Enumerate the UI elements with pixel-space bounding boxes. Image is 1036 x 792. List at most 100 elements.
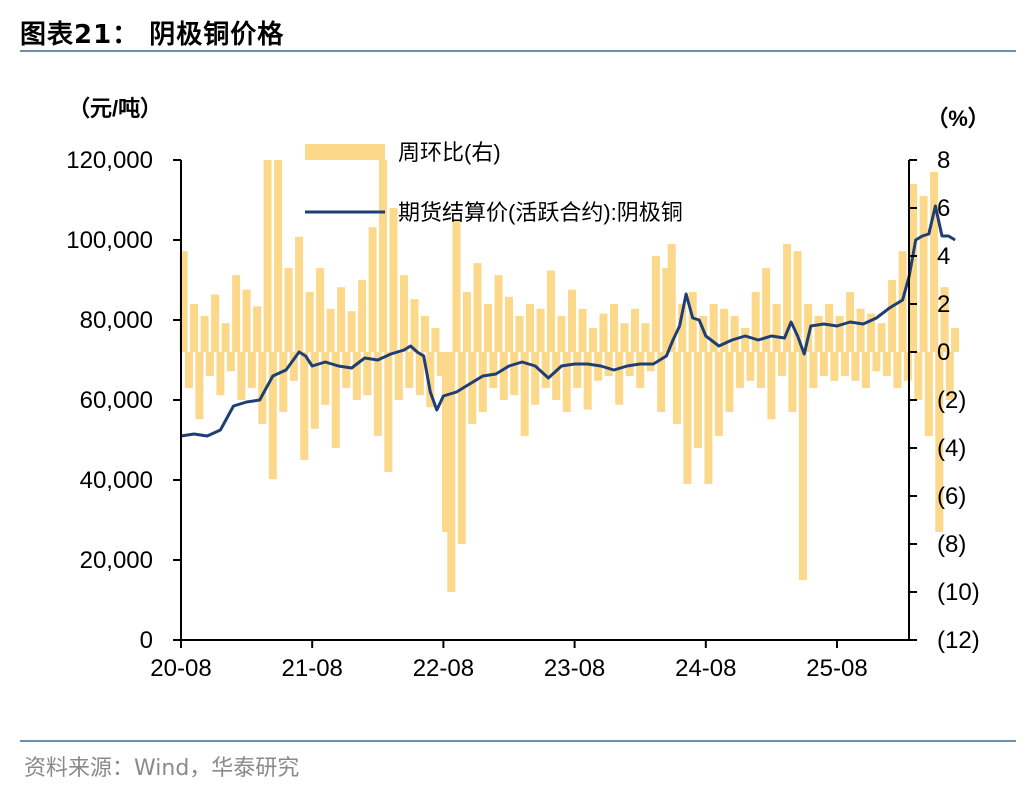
weekly-change-bar xyxy=(940,287,949,352)
left-axis-unit: （元/吨） xyxy=(68,96,162,121)
weekly-change-bar xyxy=(772,304,781,352)
top-divider xyxy=(20,50,1016,52)
weekly-change-bar xyxy=(205,352,214,376)
left-tick-label: 80,000 xyxy=(80,307,153,334)
weekly-change-bar xyxy=(935,352,944,532)
weekly-change-bar xyxy=(195,352,204,420)
weekly-change-bar xyxy=(903,352,912,381)
left-tick-label: 60,000 xyxy=(80,387,153,414)
weekly-change-bar xyxy=(562,352,571,412)
weekly-change-bar xyxy=(809,352,818,388)
weekly-change-bar xyxy=(268,352,277,480)
weekly-change-bar xyxy=(930,172,939,352)
weekly-change-bar xyxy=(578,308,587,352)
x-tick-label: 25-08 xyxy=(806,655,867,682)
weekly-change-bar xyxy=(725,352,734,412)
right-tick-label: (6) xyxy=(937,483,966,510)
weekly-change-bar xyxy=(625,352,634,376)
right-tick-label: 0 xyxy=(937,339,950,366)
weekly-change-bar xyxy=(615,352,624,405)
right-tick-label: 2 xyxy=(937,291,950,318)
weekly-change-bar xyxy=(310,352,319,429)
weekly-change-bar xyxy=(358,280,367,352)
weekly-change-bar xyxy=(893,352,902,388)
right-tick-label: 8 xyxy=(937,147,950,174)
weekly-change-bar xyxy=(484,304,492,352)
weekly-change-bar xyxy=(337,287,346,352)
weekly-change-bar xyxy=(631,308,639,352)
weekly-change-bar xyxy=(777,352,786,376)
right-tick-label: 6 xyxy=(937,195,950,222)
weekly-change-bar xyxy=(720,308,729,352)
price-line xyxy=(180,204,956,438)
weekly-change-bar xyxy=(610,304,618,352)
weekly-change-bar xyxy=(819,352,828,376)
weekly-change-bar xyxy=(510,352,519,396)
copper-price-chart: 0 20,000 40,000 60,000 80,000 100,000 120,000 (… xyxy=(66,96,990,682)
weekly-change-bar xyxy=(882,352,891,376)
weekly-change-bar xyxy=(662,268,671,352)
weekly-change-bar xyxy=(867,313,876,352)
right-tick-label: (12) xyxy=(937,627,980,654)
figure-title: 图表21： 阴极铜价格 xyxy=(20,20,285,50)
weekly-change-bar xyxy=(589,328,597,352)
weekly-change-bar xyxy=(604,352,613,376)
weekly-change-bar xyxy=(326,308,335,352)
legend-bar-swatch xyxy=(305,144,385,160)
weekly-change-bar xyxy=(945,352,954,400)
weekly-change-bar xyxy=(237,352,246,400)
weekly-change-bar xyxy=(636,352,645,388)
right-axis-unit: （%） xyxy=(926,106,990,131)
weekly-change-bar xyxy=(678,304,687,352)
weekly-change-bar xyxy=(599,313,608,352)
weekly-change-bar xyxy=(756,352,765,388)
weekly-change-bar xyxy=(368,227,377,352)
left-tick-label: 20,000 xyxy=(80,547,153,574)
weekly-change-bar xyxy=(751,292,760,352)
x-tick-label: 23-08 xyxy=(544,655,605,682)
weekly-change-bar xyxy=(232,275,241,352)
weekly-change-bar xyxy=(431,328,440,352)
weekly-change-bar xyxy=(651,256,660,352)
weekly-change-bar xyxy=(190,304,199,352)
weekly-change-bar xyxy=(835,316,844,352)
weekly-change-bar xyxy=(520,352,529,436)
weekly-change-bar xyxy=(788,352,797,412)
weekly-change-bar xyxy=(457,352,466,544)
x-tick-label: 21-08 xyxy=(282,655,343,682)
weekly-change-bar xyxy=(216,352,225,396)
weekly-change-bar xyxy=(384,352,393,472)
weekly-change-bar xyxy=(405,352,414,388)
legend-bar-label: 周环比(右) xyxy=(398,140,501,165)
weekly-change-bar xyxy=(295,236,304,352)
weekly-change-bar xyxy=(531,352,540,405)
weekly-change-bar xyxy=(641,323,650,352)
weekly-change-bar xyxy=(258,352,267,424)
weekly-change-bar xyxy=(804,304,813,352)
legend: 周环比(右) 期货结算价(活跃合约):阴极铜 xyxy=(305,140,683,225)
weekly-change-bar xyxy=(253,306,262,352)
weekly-change-bar xyxy=(557,316,566,352)
weekly-change-bar xyxy=(688,292,697,352)
weekly-change-bar xyxy=(767,352,776,420)
weekly-change-bar xyxy=(316,268,325,352)
weekly-change-bar xyxy=(872,352,881,372)
weekly-change-bar xyxy=(200,316,209,352)
weekly-change-bar xyxy=(331,352,340,448)
weekly-change-bar xyxy=(211,294,220,352)
weekly-change-bar xyxy=(909,184,918,352)
legend-line-label: 期货结算价(活跃合约):阴极铜 xyxy=(398,200,683,225)
bottom-divider xyxy=(20,740,1016,742)
weekly-change-bar xyxy=(347,311,356,352)
weekly-change-bar xyxy=(289,352,298,381)
weekly-change-bar xyxy=(573,352,582,388)
weekly-change-bar xyxy=(762,268,771,352)
left-tick-label: 100,000 xyxy=(66,227,153,254)
weekly-change-bar xyxy=(683,352,692,484)
weekly-change-bar xyxy=(541,352,550,388)
weekly-change-bar xyxy=(536,308,545,352)
weekly-change-bar xyxy=(830,352,839,381)
weekly-change-bar xyxy=(861,352,870,388)
left-tick-label: 0 xyxy=(140,627,153,654)
weekly-change-bar xyxy=(226,352,235,372)
